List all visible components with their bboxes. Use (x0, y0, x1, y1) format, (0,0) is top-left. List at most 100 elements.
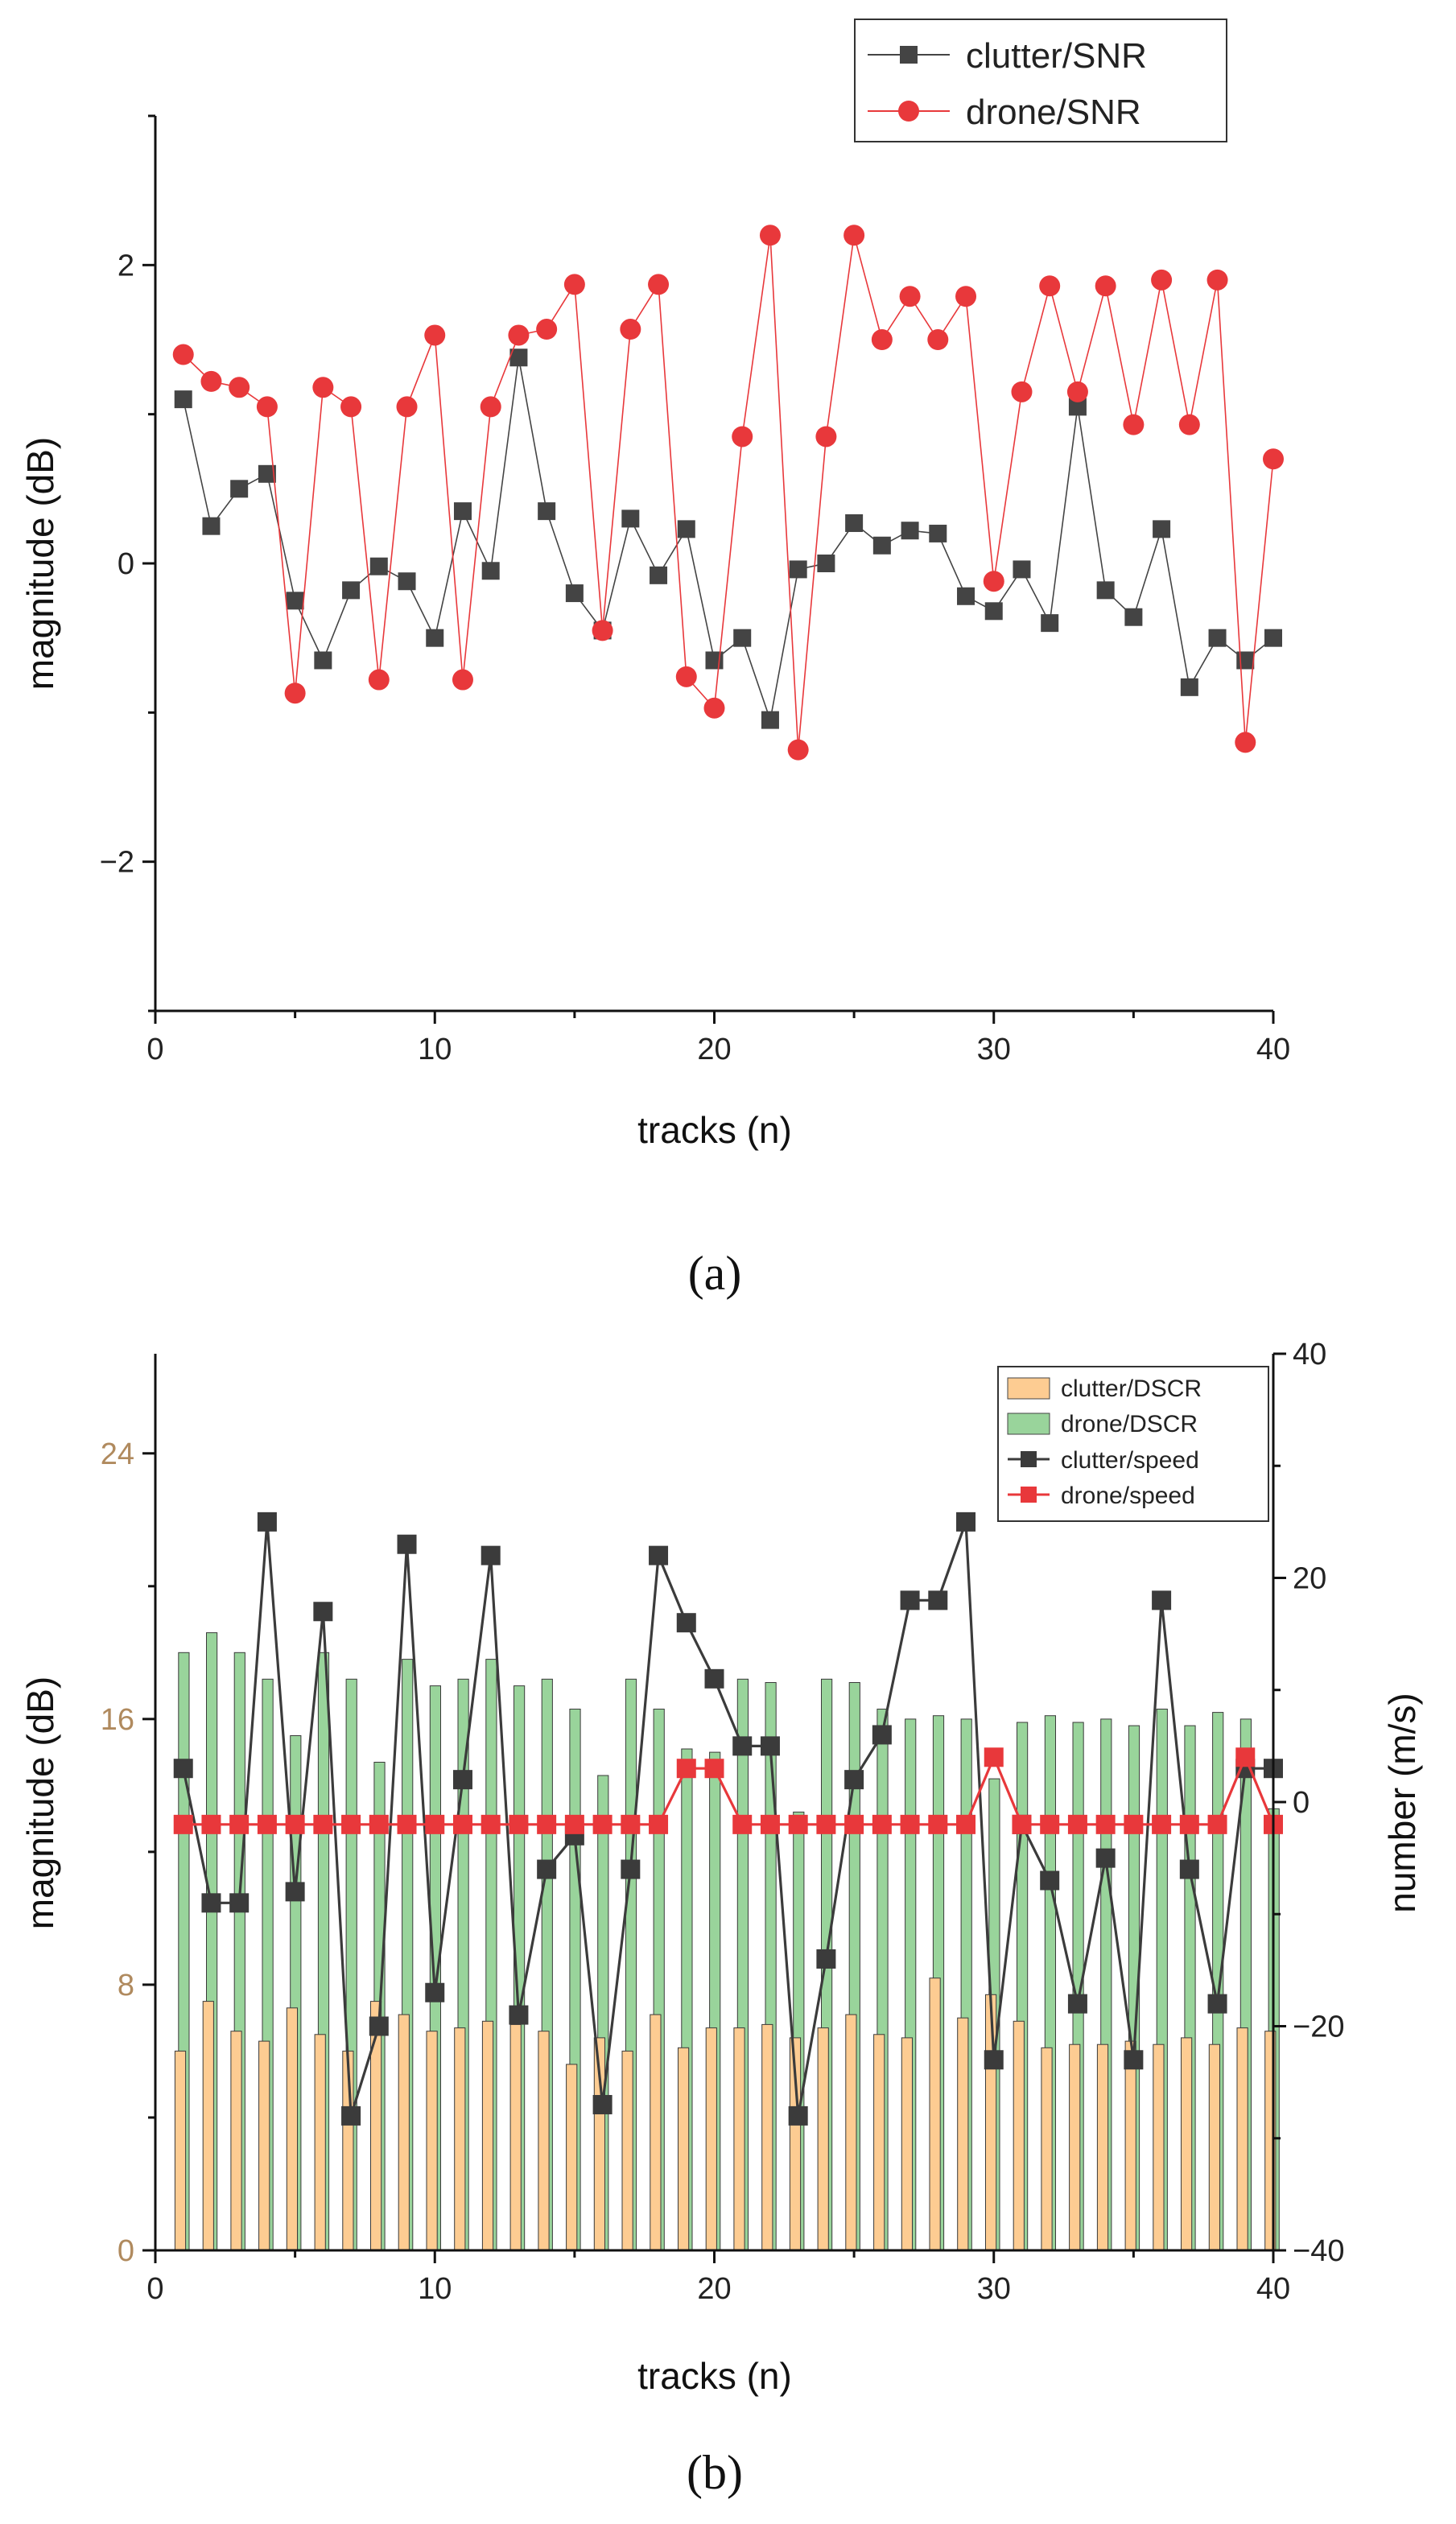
bar-clutter-dscr (929, 1978, 941, 2251)
x-tick-label: 40 (1256, 2272, 1290, 2306)
panel-b-y-axis-title: magnitude (dB) (19, 1676, 61, 1930)
legend-drone-speed-label: drone/speed (1061, 1483, 1195, 1509)
point-drone-snr (759, 225, 781, 246)
point-drone-speed (592, 1814, 613, 1834)
point-drone-speed (481, 1814, 501, 1834)
point-drone-speed (844, 1814, 864, 1834)
y-tick-label: 0 (118, 2234, 134, 2268)
point-drone-speed (1179, 1814, 1199, 1834)
point-drone-snr (396, 396, 418, 418)
point-clutter-snr (650, 566, 668, 584)
point-drone-speed (816, 1814, 836, 1834)
point-drone-snr (1123, 414, 1145, 435)
point-drone-snr (927, 329, 949, 350)
point-clutter-speed (1207, 1994, 1227, 2014)
point-clutter-snr (845, 513, 864, 532)
bar-clutter-dscr (1236, 2027, 1248, 2251)
panel-a-x-axis-title: tracks (n) (637, 1109, 792, 1151)
series-line-drone-speed (183, 1754, 1275, 1826)
point-clutter-snr (929, 524, 947, 542)
point-drone-snr (563, 274, 585, 295)
point-clutter-snr (872, 536, 891, 555)
y2-tick-label: 40 (1293, 1338, 1326, 1371)
point-drone-snr (172, 344, 194, 365)
point-clutter-snr (817, 555, 835, 572)
point-drone-snr (815, 426, 837, 447)
bar-clutter-dscr (426, 2031, 438, 2251)
bar-clutter-dscr (230, 2031, 242, 2251)
point-drone-snr (480, 396, 501, 418)
point-drone-speed (452, 1814, 472, 1834)
point-drone-snr (368, 669, 390, 691)
bar-clutter-dscr (1069, 2044, 1081, 2251)
bar-clutter-dscr (678, 2047, 690, 2251)
point-clutter-snr (1208, 629, 1227, 647)
point-drone-snr (1178, 414, 1200, 435)
point-drone-speed (1235, 1747, 1256, 1767)
bar-clutter-dscr (985, 1994, 997, 2251)
legend-clutter-dscr-label: clutter/DSCR (1061, 1375, 1202, 1402)
point-drone-snr (1263, 448, 1284, 470)
point-drone-snr (732, 426, 753, 447)
point-clutter-speed (397, 1534, 417, 1554)
point-clutter-snr (258, 464, 276, 483)
point-drone-snr (229, 377, 250, 398)
bar-clutter-dscr (957, 2017, 969, 2251)
y-tick-label: 24 (101, 1437, 134, 1471)
point-clutter-snr (901, 522, 919, 540)
point-drone-snr (1066, 381, 1088, 402)
point-drone-speed (201, 1814, 221, 1834)
point-clutter-speed (452, 1770, 472, 1790)
point-clutter-snr (509, 348, 528, 367)
point-clutter-speed (592, 2094, 613, 2114)
point-clutter-speed (1124, 2050, 1144, 2070)
legend-drone-dscr-label: drone/DSCR (1061, 1411, 1198, 1437)
bar-clutter-dscr (845, 2014, 857, 2251)
point-clutter-snr (1180, 678, 1198, 696)
point-clutter-speed (844, 1770, 864, 1790)
point-clutter-snr (1041, 614, 1059, 633)
point-clutter-snr (286, 592, 304, 610)
point-drone-snr (675, 666, 697, 687)
point-clutter-speed (257, 1512, 277, 1532)
bar-clutter-dscr (705, 2027, 717, 2251)
point-clutter-snr (202, 517, 221, 535)
point-drone-speed (173, 1814, 193, 1834)
point-drone-speed (1207, 1814, 1227, 1834)
bar-clutter-dscr (733, 2027, 745, 2251)
point-drone-snr (843, 225, 865, 246)
point-drone-speed (341, 1814, 361, 1834)
point-drone-snr (648, 274, 670, 295)
legend-clutter-snr-label: clutter/SNR (966, 36, 1147, 76)
point-clutter-snr (426, 629, 444, 647)
bar-clutter-dscr (621, 2050, 633, 2251)
point-clutter-snr (174, 390, 192, 409)
panel-b-lines (173, 1512, 1283, 2126)
point-clutter-speed (285, 1882, 305, 1902)
point-drone-snr (983, 571, 1004, 592)
x-tick-label: 0 (146, 1033, 163, 1066)
panel-b-legend: clutter/DSCR drone/DSCR clutter/speed dr… (997, 1366, 1269, 1522)
bar-clutter-dscr (1153, 2044, 1165, 2251)
point-drone-speed (872, 1814, 892, 1834)
point-clutter-snr (984, 602, 1003, 621)
point-clutter-snr (1236, 651, 1255, 670)
panel-a-legend: clutter/SNR drone/SNR (854, 19, 1227, 142)
point-drone-snr (899, 286, 921, 307)
point-clutter-snr (761, 711, 779, 729)
point-clutter-speed (425, 1982, 445, 2002)
point-clutter-snr (1068, 398, 1087, 416)
point-clutter-snr (314, 651, 332, 670)
legend-drone-dscr-swatch (1007, 1413, 1050, 1435)
y-tick-label: 16 (101, 1703, 134, 1737)
bar-clutter-dscr (538, 2031, 550, 2251)
point-drone-speed (649, 1814, 669, 1834)
point-drone-speed (1012, 1814, 1032, 1834)
bar-clutter-dscr (202, 2001, 214, 2251)
point-drone-snr (536, 319, 558, 340)
bar-clutter-dscr (398, 2014, 410, 2251)
point-clutter-snr (230, 480, 249, 498)
point-clutter-snr (342, 581, 361, 600)
point-drone-speed (313, 1814, 333, 1834)
y-tick-label: 8 (118, 1969, 134, 2002)
